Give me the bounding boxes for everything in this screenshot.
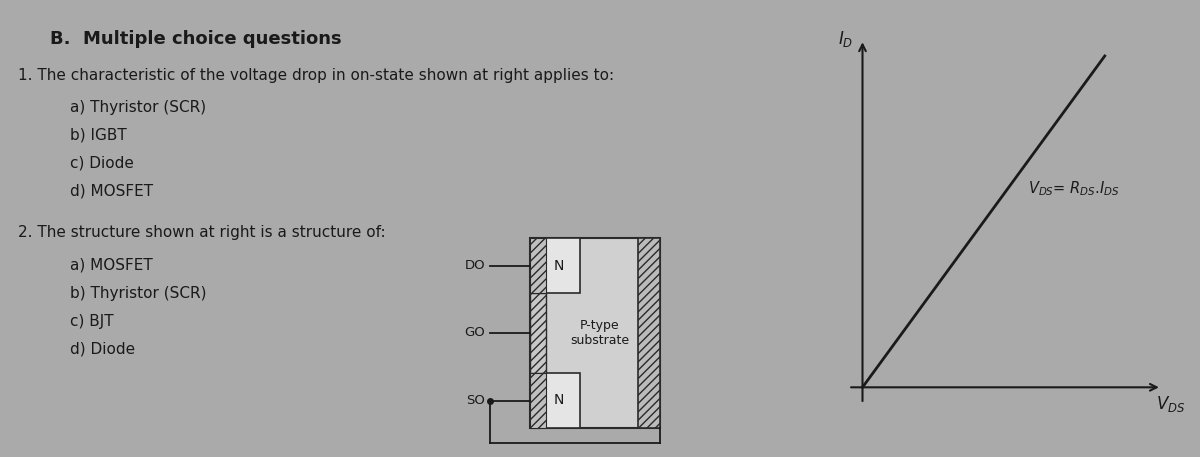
Text: $V_{DS}$= $R_{DS}$.$I_{DS}$: $V_{DS}$= $R_{DS}$.$I_{DS}$: [1027, 179, 1120, 198]
Bar: [530, 238, 660, 428]
Bar: [530, 238, 580, 293]
Bar: [530, 373, 546, 428]
Text: SO: SO: [466, 394, 485, 407]
Text: N: N: [554, 393, 564, 408]
Text: d) Diode: d) Diode: [70, 342, 136, 357]
Text: 2. The structure shown at right is a structure of:: 2. The structure shown at right is a str…: [18, 225, 385, 240]
Text: GO: GO: [464, 326, 485, 340]
Text: $I_D$: $I_D$: [838, 29, 853, 49]
Bar: [530, 293, 546, 373]
Text: c) BJT: c) BJT: [70, 314, 114, 329]
Text: B.  Multiple choice questions: B. Multiple choice questions: [50, 30, 342, 48]
Text: d) MOSFET: d) MOSFET: [70, 184, 154, 199]
Text: N: N: [554, 259, 564, 272]
Text: DO: DO: [464, 259, 485, 272]
Text: P-type
substrate: P-type substrate: [570, 319, 630, 347]
Text: $V_{DS}$: $V_{DS}$: [1156, 394, 1184, 414]
Text: 1. The characteristic of the voltage drop in on-state shown at right applies to:: 1. The characteristic of the voltage dro…: [18, 68, 614, 83]
Text: c) Diode: c) Diode: [70, 156, 134, 171]
Bar: [530, 373, 580, 428]
Text: b) Thyristor (SCR): b) Thyristor (SCR): [70, 286, 206, 301]
Text: a) MOSFET: a) MOSFET: [70, 258, 152, 273]
Text: b) IGBT: b) IGBT: [70, 128, 127, 143]
Bar: [530, 238, 546, 293]
Text: a) Thyristor (SCR): a) Thyristor (SCR): [70, 100, 206, 115]
Bar: [638, 238, 660, 428]
